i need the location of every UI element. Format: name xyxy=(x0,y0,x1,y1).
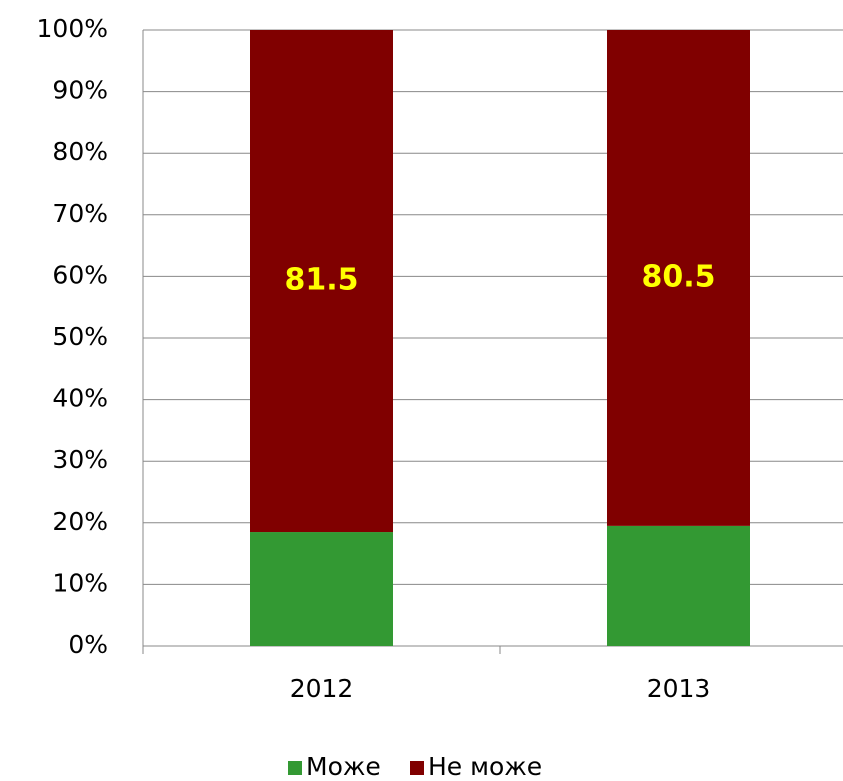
y-tick-label: 0% xyxy=(68,630,108,659)
y-tick-label: 50% xyxy=(52,322,108,351)
x-tick-label: 2013 xyxy=(647,674,711,703)
legend-label: Не може xyxy=(428,752,542,781)
bar-segment xyxy=(250,30,393,533)
y-tick-label: 30% xyxy=(52,445,108,474)
legend-label: Може xyxy=(306,752,381,781)
y-tick-label: 90% xyxy=(52,76,108,105)
x-tick-label: 2012 xyxy=(290,674,354,703)
y-tick-label: 60% xyxy=(52,260,108,289)
y-tick-label: 20% xyxy=(52,507,108,536)
y-tick-label: 40% xyxy=(52,384,108,413)
bar-segment xyxy=(250,532,393,646)
legend-swatch xyxy=(288,761,302,775)
data-label: 81.5 xyxy=(284,263,358,298)
bar-segment xyxy=(607,525,750,646)
data-label: 80.5 xyxy=(641,259,715,294)
y-tick-label: 100% xyxy=(37,14,108,43)
y-tick-label: 80% xyxy=(52,137,108,166)
y-tick-label: 10% xyxy=(52,568,108,597)
legend-swatch xyxy=(410,761,424,775)
y-tick-label: 70% xyxy=(52,199,108,228)
bar-segment xyxy=(607,30,750,526)
